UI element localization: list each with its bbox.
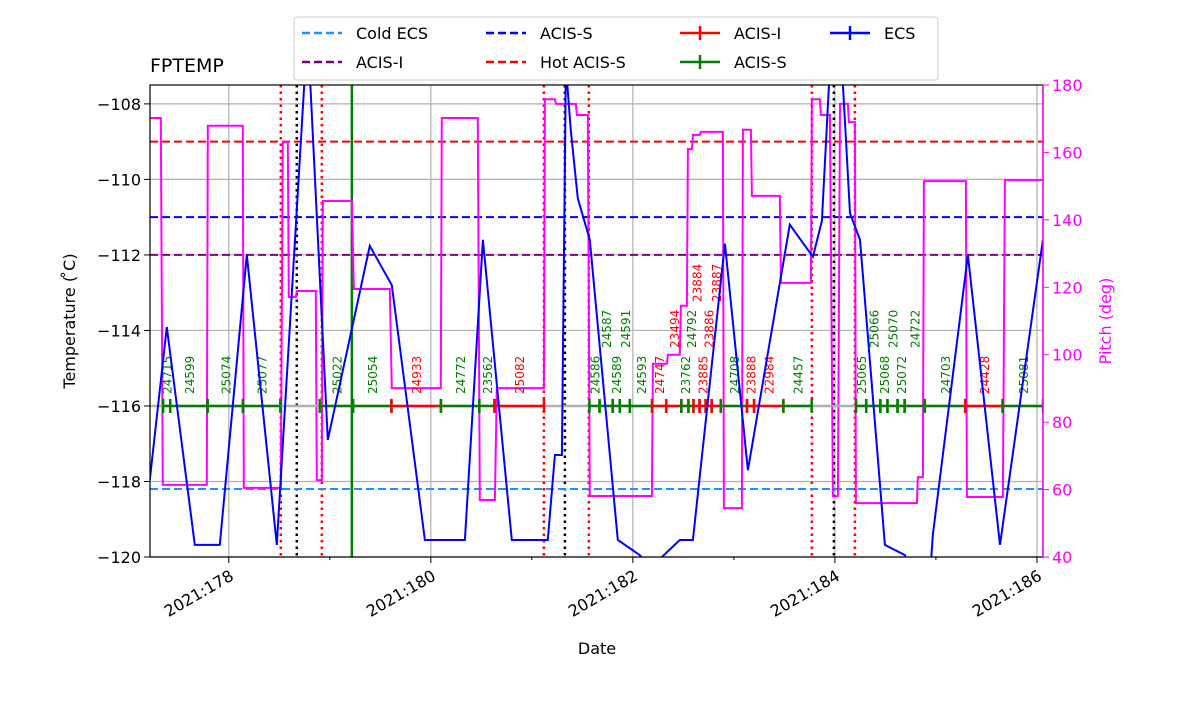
x-tick-label: 2021:178 [161, 566, 237, 621]
y2-tick-label: 160 [1052, 143, 1083, 162]
obsid-label: 25082 [513, 356, 527, 394]
temperature-series [150, 85, 1043, 557]
legend-label: ECS [884, 24, 915, 43]
x-tick-label: 2021:180 [363, 566, 439, 621]
y-tick-label: −112 [97, 246, 141, 265]
y2-tick-label: 40 [1052, 548, 1072, 567]
y2-tick-label: 60 [1052, 481, 1072, 500]
obsid-label: 24593 [635, 356, 649, 394]
obsid-label: 23886 [703, 310, 717, 348]
legend-label: ACIS-I [734, 24, 781, 43]
obsid-label: 24586 [588, 356, 602, 394]
legend-label: Hot ACIS-S [540, 53, 626, 72]
obsid-label: 24792 [685, 310, 699, 348]
obsid-label: 24772 [454, 356, 468, 394]
y-tick-label: −118 [97, 472, 141, 491]
obsid-label: 23562 [481, 356, 495, 394]
obsid-label: 24591 [619, 310, 633, 348]
x-tick-label: 2021:182 [565, 566, 641, 621]
x-tick-label: 2021:184 [767, 566, 843, 621]
y-tick-label: −110 [97, 170, 141, 189]
obsid-label: 25022 [330, 356, 344, 394]
y2-tick-label: 140 [1052, 211, 1083, 230]
obsid-label: 24747 [653, 356, 667, 394]
obsid-label: 25065 [855, 356, 869, 394]
y2-tick-label: 120 [1052, 278, 1083, 297]
chart-title: FPTEMP [150, 55, 224, 77]
obsid-label: 25068 [878, 356, 892, 394]
obsid-label: 24933 [410, 356, 424, 394]
y2-tick-label: 80 [1052, 413, 1072, 432]
legend-label: ACIS-S [734, 53, 787, 72]
y-tick-label: −114 [97, 321, 141, 340]
y2-axis-label: Pitch (deg) [1096, 278, 1115, 365]
obsid-label: 24703 [939, 356, 953, 394]
vertical-markers [279, 85, 857, 557]
obsid-bars: 24715 24599 25074 25077 25022 25054 24933 24772… [150, 264, 1043, 413]
x-tick-label: 2021:186 [969, 566, 1045, 621]
y-axis-label: Temperature ( ̊C) [60, 253, 79, 389]
y2-tick-label: 180 [1052, 76, 1083, 95]
obsid-label: 24457 [792, 356, 806, 394]
limit-lines [150, 140, 1043, 491]
legend-label: ACIS-S [540, 24, 593, 43]
legend: Cold ECS ACIS-I ACIS-S Hot ACIS-S ACIS-I ACIS… [293, 16, 939, 81]
obsid-label: 23884 [691, 264, 705, 302]
obsid-label: 25072 [895, 356, 909, 394]
obsid-label: 24722 [909, 310, 923, 348]
legend-label: Cold ECS [356, 24, 428, 43]
obsid-label: 23494 [668, 310, 682, 348]
legend-label: ACIS-I [356, 53, 403, 72]
legend-box [293, 16, 939, 81]
obsid-label: 25066 [867, 310, 881, 348]
obsid-label: 23885 [697, 356, 711, 394]
y-tick-label: −116 [97, 397, 141, 416]
y-tick-label: −108 [97, 95, 141, 114]
obsid-label: 23888 [745, 356, 759, 394]
obsid-label: 24599 [183, 356, 197, 394]
obsid-label: 25054 [366, 356, 380, 394]
y-tick-label: −120 [97, 548, 141, 567]
obsid-label: 24589 [610, 356, 624, 394]
y2-tick-label: 100 [1052, 346, 1083, 365]
x-axis-label: Date [578, 639, 616, 658]
obsid-label: 23762 [679, 356, 693, 394]
obsid-label: 25070 [886, 310, 900, 348]
obsid-label: 24587 [600, 310, 614, 348]
obsid-label: 25074 [219, 356, 233, 394]
